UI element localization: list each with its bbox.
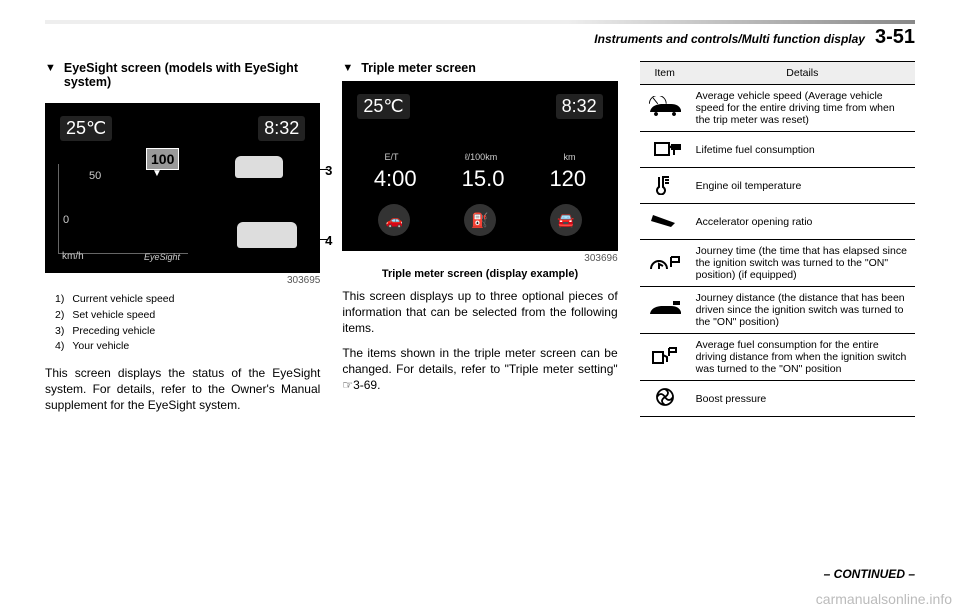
- scale-0: 0: [63, 214, 69, 226]
- header: Instruments and controls/Multi function …: [45, 26, 915, 49]
- marker-icon: ▼: [45, 61, 56, 89]
- table-row: Engine oil temperature: [640, 168, 915, 204]
- table-cell: Lifetime fuel consumption: [690, 132, 915, 168]
- table-cell: Average vehicle speed (Average vehicle s…: [690, 85, 915, 132]
- table-cell: Accelerator opening ratio: [690, 204, 915, 240]
- triple-icon-fuel: ⛽: [464, 204, 496, 236]
- speed-gauge: 50 0: [58, 164, 188, 254]
- brand-eyesight: EyeSight: [144, 252, 180, 262]
- legend-num: 4): [55, 339, 64, 355]
- scale-50: 50: [89, 170, 101, 182]
- heading-triple: ▼ Triple meter screen: [342, 61, 617, 75]
- triple-label-2: ℓ/100km: [465, 152, 497, 162]
- triple-icon-dist: 🚘: [550, 204, 582, 236]
- table-row: Boost pressure: [640, 381, 915, 417]
- table-row: Lifetime fuel consumption: [640, 132, 915, 168]
- heading-text: Triple meter screen: [361, 61, 476, 75]
- set-speed-box: 100: [146, 148, 179, 170]
- table-row: Journey distance (the distance that has …: [640, 287, 915, 334]
- footer-continued: – CONTINUED –: [824, 567, 915, 581]
- table-row: Accelerator opening ratio: [640, 204, 915, 240]
- display-temperature: 25℃: [357, 94, 409, 119]
- triple-value-3: 120: [549, 166, 586, 192]
- journey-distance-icon: [646, 298, 684, 320]
- breadcrumb: Instruments and controls/Multi function …: [594, 32, 865, 46]
- triple-value-1: 4:00: [374, 166, 417, 192]
- preceding-vehicle-icon: [235, 156, 283, 178]
- set-speed-arrow-icon: ▼: [152, 168, 162, 179]
- legend-text: Your vehicle: [72, 339, 129, 355]
- th-item: Item: [640, 62, 690, 85]
- triple-value-2: 15.0: [462, 166, 505, 192]
- figure-id-2: 303696: [342, 253, 617, 264]
- heading-text: EyeSight screen (models with EyeSight sy…: [64, 61, 320, 89]
- legend-text: Preceding vehicle: [72, 324, 155, 340]
- marker-icon: ▼: [342, 61, 353, 75]
- table-row: Average vehicle speed (Average vehicle s…: [640, 85, 915, 132]
- triple-label-1: E/T: [384, 152, 398, 162]
- body-text-triple-2: The items shown in the triple meter scre…: [342, 345, 617, 394]
- info-table: Item Details Average vehicle speed (Aver…: [640, 61, 915, 417]
- figure-caption: Triple meter screen (display example): [342, 268, 617, 280]
- watermark: carmanualsonline.info: [816, 591, 952, 607]
- table-cell: Engine oil temperature: [690, 168, 915, 204]
- unit-kmh: km/h: [62, 251, 84, 262]
- body-text-eyesight: This screen displays the status of the E…: [45, 365, 320, 414]
- accelerator-icon: [646, 209, 684, 231]
- page-number: 3-51: [875, 26, 915, 49]
- legend-num: 2): [55, 308, 64, 324]
- callout-3: 3: [325, 163, 332, 178]
- heading-eyesight: ▼ EyeSight screen (models with EyeSight …: [45, 61, 320, 89]
- column-table: Item Details Average vehicle speed (Aver…: [640, 61, 915, 417]
- legend-num: 1): [55, 292, 64, 308]
- lifetime-fuel-icon: [646, 137, 684, 159]
- column-eyesight: ▼ EyeSight screen (models with EyeSight …: [45, 61, 320, 417]
- table-row: Average fuel consumption for the entire …: [640, 334, 915, 381]
- triple-label-3: km: [563, 152, 575, 162]
- your-vehicle-icon: [237, 222, 297, 248]
- figure-eyesight: 25℃ 8:32 50 0 100 ▼ km/h EyeSight: [45, 103, 320, 273]
- legend-text: Current vehicle speed: [72, 292, 174, 308]
- body-text-triple-1: This screen displays up to three optiona…: [342, 288, 617, 337]
- column-triple: ▼ Triple meter screen 25℃ 8:32 E/T ℓ/100…: [342, 61, 617, 417]
- journey-time-icon: [646, 251, 684, 273]
- oil-temp-icon: [646, 173, 684, 195]
- legend-list: 1) Current vehicle speed 2) Set vehicle sp…: [55, 292, 320, 355]
- display-temperature: 25℃: [60, 116, 112, 141]
- figure-id-1: 303695: [45, 275, 320, 286]
- legend-num: 3): [55, 324, 64, 340]
- th-details: Details: [690, 62, 915, 85]
- boost-pressure-icon: [646, 386, 684, 408]
- callout-4: 4: [325, 233, 332, 248]
- display-clock: 8:32: [556, 94, 603, 119]
- header-rule: [45, 20, 915, 24]
- display-clock: 8:32: [258, 116, 305, 141]
- table-row: Journey time (the time that has elapsed …: [640, 240, 915, 287]
- table-cell: Boost pressure: [690, 381, 915, 417]
- table-cell: Average fuel consumption for the entire …: [690, 334, 915, 381]
- figure-triple: 25℃ 8:32 E/T ℓ/100km km 4:00 15.0 120 🚗: [342, 81, 617, 251]
- triple-icon-time: 🚗: [378, 204, 410, 236]
- legend-text: Set vehicle speed: [72, 308, 155, 324]
- avg-fuel-icon: [646, 345, 684, 367]
- table-cell: Journey distance (the distance that has …: [690, 287, 915, 334]
- avg-speed-icon: [646, 96, 684, 118]
- table-cell: Journey time (the time that has elapsed …: [690, 240, 915, 287]
